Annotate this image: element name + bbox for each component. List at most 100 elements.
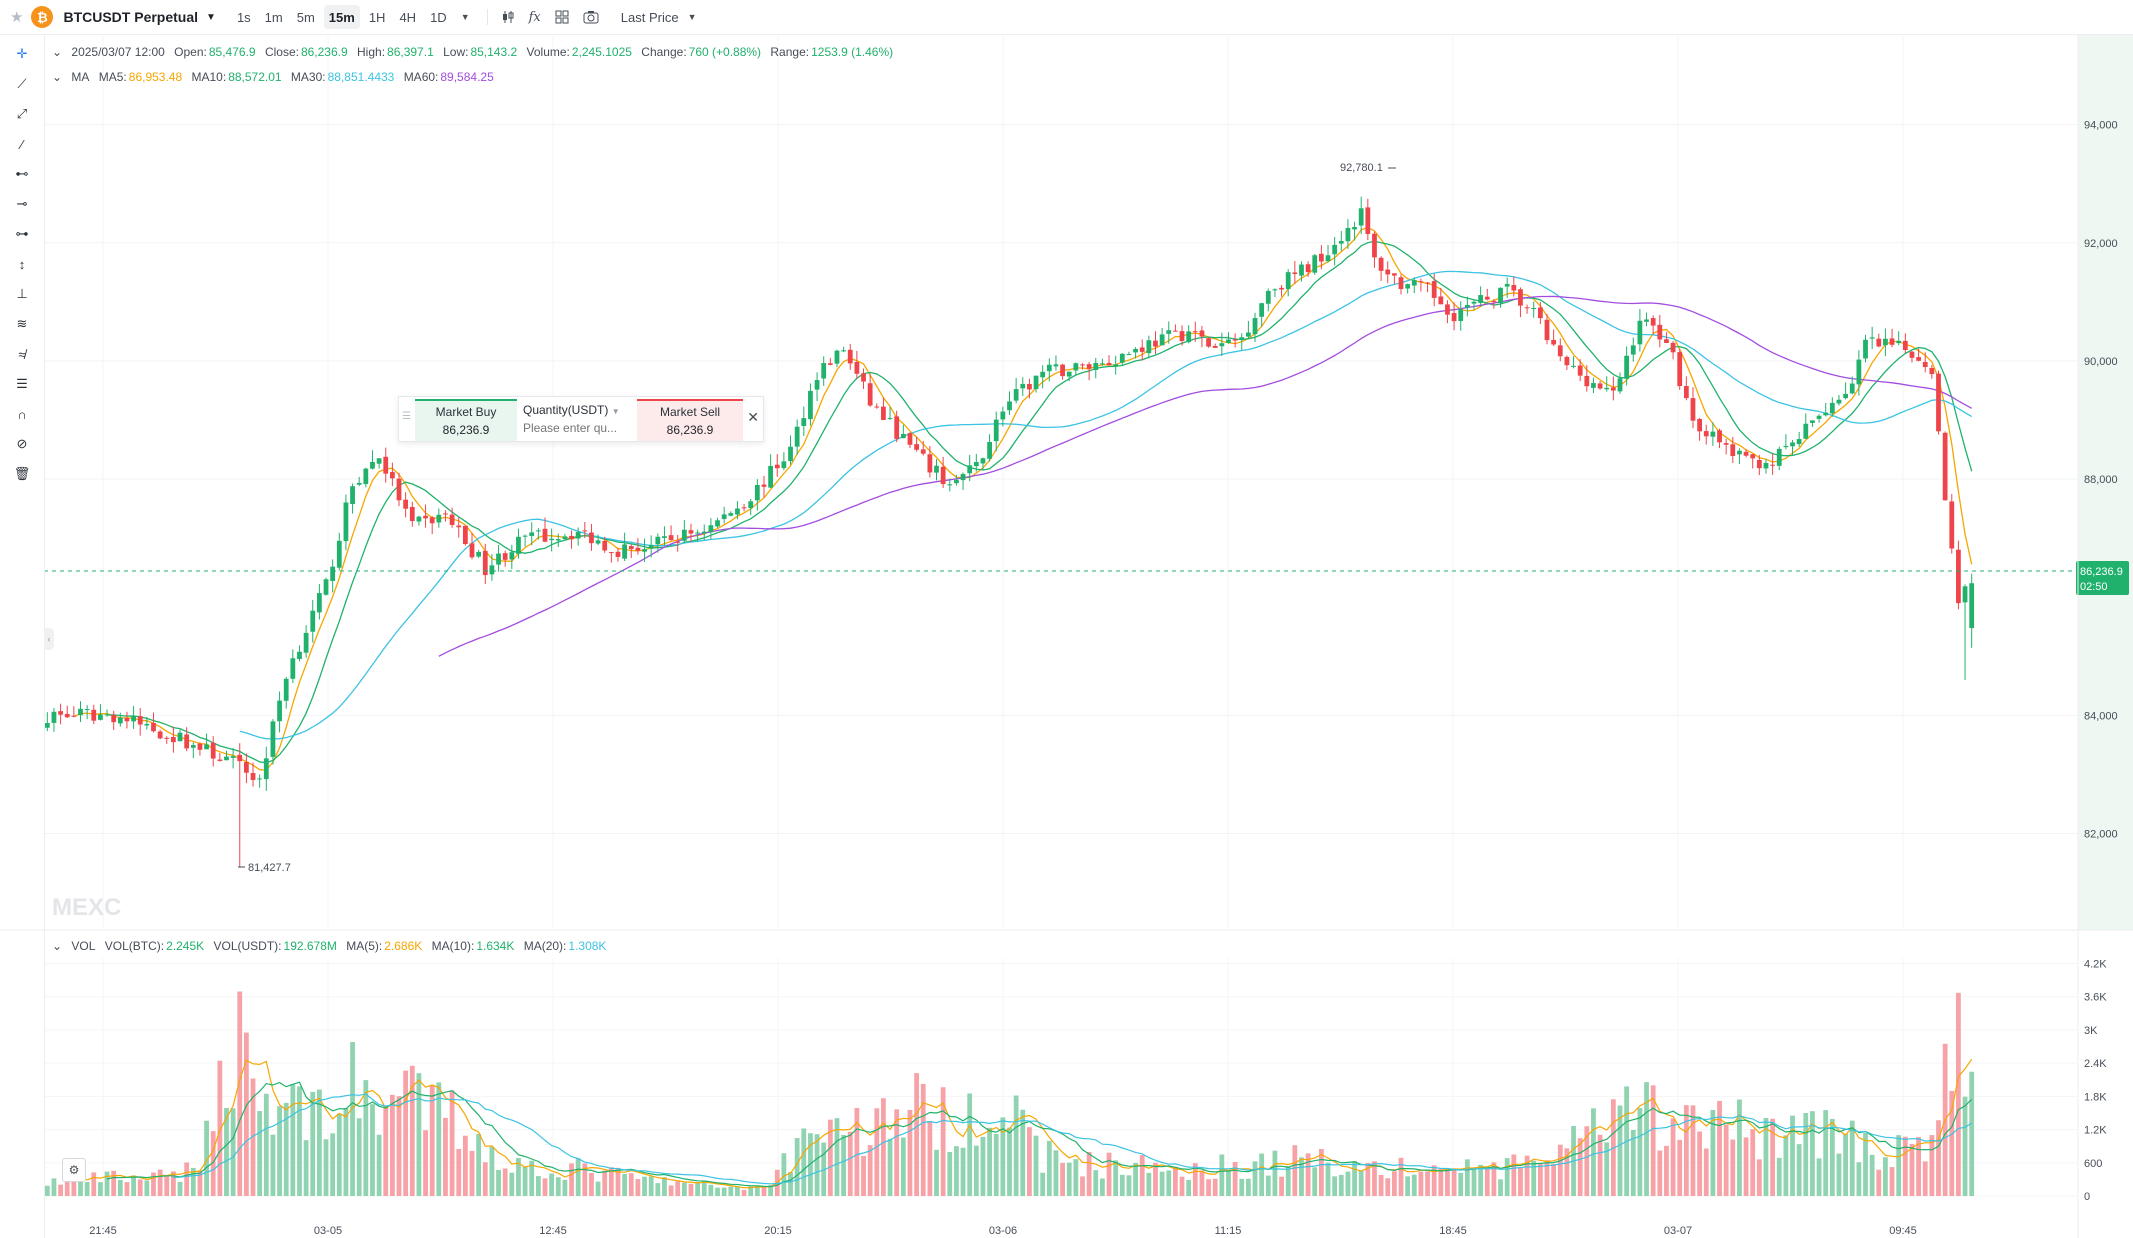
chart-type-icon[interactable] — [496, 5, 520, 29]
volume-bar — [1949, 1090, 1955, 1196]
volume-bar — [1703, 1148, 1709, 1196]
range-label: Range: — [770, 45, 810, 59]
volume-bar — [1365, 1162, 1371, 1196]
favorite-star-icon[interactable]: ★ — [10, 9, 24, 26]
candle-body — [1325, 255, 1331, 262]
symbol-name[interactable]: BTCUSDT Perpetual — [63, 9, 199, 25]
candle-body — [1166, 330, 1172, 334]
candle-body — [303, 632, 309, 653]
vol-ma20-label: MA(20): — [523, 939, 567, 953]
volume-bar — [1040, 1172, 1046, 1196]
vol-collapse-icon[interactable]: ⌄ — [52, 939, 63, 953]
volume-bar — [1511, 1154, 1517, 1196]
candle-body — [462, 525, 468, 545]
volume-bar — [250, 1078, 256, 1196]
trend-line-icon[interactable]: ⟋ — [17, 76, 27, 91]
close-icon[interactable]: ✕ — [747, 409, 759, 425]
horizontal-ray-icon[interactable]: ⊸ — [16, 196, 28, 211]
volume-bar — [224, 1107, 229, 1196]
volume-bar — [1438, 1168, 1444, 1196]
fibonacci-icon[interactable]: ≉ — [18, 346, 26, 362]
hide-drawings-icon[interactable]: ⊘ — [16, 436, 28, 451]
market-sell-button[interactable]: Market Sell 86,236.9 — [637, 399, 743, 441]
candle-body — [887, 418, 893, 420]
candle-body — [987, 441, 992, 459]
ray-icon[interactable]: ⤢ — [16, 106, 28, 121]
quantity-field[interactable]: Quantity(USDT) ▼ — [523, 399, 633, 439]
symbol-dropdown-icon[interactable]: ▼ — [206, 11, 216, 23]
quantity-unit-select[interactable]: Quantity(USDT) ▼ — [523, 403, 633, 417]
market-buy-button[interactable]: Market Buy 86,236.9 — [415, 399, 517, 441]
interval-1s[interactable]: 1s — [236, 9, 251, 25]
quantity-dropdown-icon[interactable]: ▼ — [611, 407, 620, 416]
fib-levels-icon[interactable]: ☰ — [16, 376, 28, 391]
volume-bar — [1332, 1176, 1338, 1196]
magnet-icon[interactable]: ∩ — [17, 406, 27, 422]
camera-icon[interactable] — [578, 5, 604, 29]
candle-body — [1564, 356, 1570, 366]
volume-bar — [881, 1098, 886, 1196]
quantity-input[interactable] — [523, 419, 631, 437]
price-type-dropdown-icon[interactable]: ▼ — [687, 12, 697, 22]
candle-body — [1710, 431, 1716, 437]
ma-collapse-icon[interactable]: ⌄ — [52, 70, 63, 84]
volume-bar — [1909, 1144, 1915, 1196]
crosshair-icon[interactable]: ✛ — [16, 46, 28, 61]
price-range-icon[interactable]: ⊥ — [16, 286, 28, 301]
delete-drawings-icon[interactable]: 🗑 — [13, 466, 31, 481]
candle-body — [190, 745, 196, 748]
interval-1h[interactable]: 1H — [368, 9, 386, 25]
indicators-icon[interactable]: fx — [528, 9, 541, 25]
candle-body — [171, 737, 176, 743]
ma5-label: MA5: — [98, 70, 127, 84]
volume-bar — [396, 1096, 402, 1196]
volume-bar — [681, 1182, 687, 1196]
legend-date: 2025/03/07 12:00 — [71, 45, 165, 59]
price-type-select[interactable]: Last Price — [620, 9, 679, 25]
settings-icon[interactable]: ⚙ — [62, 1158, 86, 1182]
candle-body — [1743, 451, 1749, 456]
candle-body — [628, 546, 634, 550]
candle-body — [1810, 420, 1815, 423]
candle-body — [1750, 454, 1756, 459]
candle-body — [409, 506, 415, 522]
interval-dropdown-icon[interactable]: ▼ — [460, 12, 470, 22]
volume-bar — [1312, 1167, 1318, 1196]
candle-body — [449, 514, 455, 525]
volume-bar — [1544, 1160, 1550, 1196]
interval-15m[interactable]: 15m — [323, 5, 360, 29]
volume-bar — [562, 1179, 568, 1196]
volume-bar — [1803, 1112, 1809, 1196]
low-value: 85,143.2 — [470, 45, 518, 59]
parallel-line-icon[interactable]: ⊶ — [15, 226, 29, 241]
candle-body — [263, 758, 269, 780]
extended-line-icon[interactable]: ⁄ — [20, 136, 24, 152]
interval-1m[interactable]: 1m — [264, 9, 283, 25]
candle-body — [1338, 241, 1344, 244]
pitchfork-icon[interactable]: ≋ — [16, 316, 28, 331]
layout-icon[interactable] — [550, 5, 574, 29]
candle-body — [1391, 273, 1397, 276]
interval-5m[interactable]: 5m — [296, 9, 315, 25]
volume-bar — [376, 1134, 382, 1196]
drag-handle-icon[interactable]: ☰ — [402, 411, 411, 422]
volume-bar — [1504, 1158, 1510, 1196]
volume-bar — [668, 1185, 674, 1196]
interval-4h[interactable]: 4H — [399, 9, 417, 25]
collapse-sidebar-handle[interactable]: ‹ — [44, 628, 54, 650]
vertical-line-icon[interactable]: ↕ — [18, 256, 26, 272]
candle-body — [151, 722, 156, 732]
candle-body — [489, 565, 495, 575]
range-value: 1253.9 (1.46%) — [811, 45, 894, 59]
volume-bar — [263, 1093, 269, 1196]
volume-bar — [230, 1108, 236, 1196]
interval-1d[interactable]: 1D — [430, 9, 447, 25]
volume-bar — [847, 1131, 853, 1196]
candle-body — [1292, 272, 1298, 275]
volume-bar — [834, 1118, 840, 1196]
candle-body — [642, 549, 647, 552]
legend-collapse-icon[interactable]: ⌄ — [52, 45, 63, 59]
horizontal-line-icon[interactable]: ⊷ — [15, 166, 29, 181]
volume-bar — [78, 1173, 83, 1196]
